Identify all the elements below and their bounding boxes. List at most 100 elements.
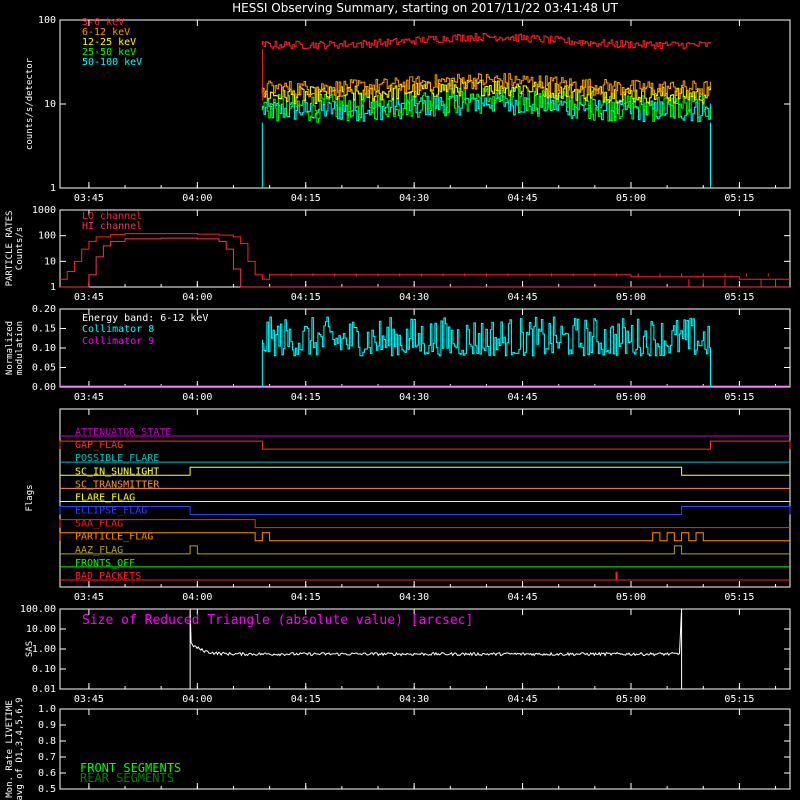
modulation-xtick-label: 05:15: [724, 392, 754, 403]
sas-ytick-label: 10.00: [26, 624, 56, 635]
count_rates-legend-entry: 25-50 keV: [82, 47, 136, 58]
sas-xtick-label: 05:15: [724, 694, 754, 705]
flags-label: FLARE_FLAG: [75, 492, 135, 503]
count_rates-series-3-6-kev: [261, 33, 711, 50]
flags-trace: [59, 532, 790, 542]
particle_rates-ylabel: Counts/s: [15, 227, 25, 270]
count_rates-series-6-12-kev: [261, 73, 711, 98]
plot-title: HESSI Observing Summary, starting on 201…: [232, 1, 618, 15]
flags-label: POSSIBLE_FLARE: [75, 453, 159, 464]
count_rates-legend-entry: 12-25 keV: [82, 37, 136, 48]
livetime-legend-entry: REAR SEGMENTS: [80, 771, 174, 785]
livetime-ytick-label: 0.5: [38, 784, 56, 795]
modulation-ylabel: Normalized: [5, 321, 15, 375]
modulation-legend-entry: Collimator 9: [82, 336, 154, 347]
particle_rates-legend-entry: HI channel: [82, 221, 142, 232]
flags-trace: [59, 519, 790, 529]
count_rates-legend-entry: 6-12 keV: [82, 27, 130, 38]
count_rates-ytick-label: 100: [38, 15, 56, 26]
livetime-ytick-label: 0.8: [38, 736, 56, 747]
flags-trace: [60, 466, 790, 476]
particle_rates-xtick-label: 04:15: [291, 292, 321, 303]
modulation-series-collimator-8: [261, 316, 711, 387]
sas-xtick-label: 04:45: [508, 694, 538, 705]
count_rates-series-12-25-kev: [261, 79, 711, 105]
particle_rates-ytick-label: 10: [44, 256, 56, 267]
count_rates-ylabel: counts/s/detector: [25, 57, 35, 150]
particle_rates-xtick-label: 04:00: [182, 292, 212, 303]
modulation-ytick-label: 0.20: [32, 304, 56, 315]
livetime-ylabel: avg of D1,3,4,5,6,9: [15, 698, 25, 800]
modulation-ytick-label: 0.10: [32, 343, 56, 354]
count_rates-panel: 03:45 04:00 04:15 04:30 04:45 05:00 05:15 1 10 10…: [25, 15, 791, 204]
modulation-ytick-label: 0.05: [32, 363, 56, 374]
particle_rates-xtick-label: 04:30: [399, 292, 429, 303]
livetime-ytick-label: 0.6: [38, 768, 56, 779]
flags-label: AAZ_FLAG: [75, 545, 123, 556]
sas-ylabel: SAS: [25, 641, 35, 657]
livetime-frame: [59, 708, 791, 790]
flags-trace: [59, 506, 791, 516]
flags-label: ATTENUATOR_STATE: [75, 427, 171, 438]
count_rates-legend-entry: 50-100 keV: [82, 57, 142, 68]
count_rates-xtick-label: 04:15: [291, 193, 321, 204]
livetime-panel: 0.5 0.6 0.7 0.8 0.9 1.0 Mon. Rate LIVETIME avg …: [5, 698, 791, 800]
livetime-ylabel: Mon. Rate LIVETIME: [5, 700, 15, 798]
particle_rates-ytick-label: 1: [50, 282, 56, 293]
flags-label: SAA_FLAG: [75, 519, 123, 530]
sas-xtick-label: 04:00: [182, 694, 212, 705]
modulation-xtick-label: 04:00: [182, 392, 212, 403]
flags-xtick-label: 05:15: [724, 592, 754, 603]
count_rates-xtick-label: 04:45: [508, 193, 538, 204]
flags-trace: [60, 545, 790, 555]
flags-xtick-label: 05:00: [616, 592, 646, 603]
flags-xtick-label: 04:30: [399, 592, 429, 603]
count_rates-xtick-label: 05:15: [724, 193, 754, 204]
particle_rates-series-1: [60, 237, 790, 288]
count_rates-ytick-label: 1: [50, 183, 56, 194]
particle_rates-xtick-label: 04:45: [508, 292, 538, 303]
sas-ytick-label: 0.01: [32, 684, 56, 695]
livetime-ytick-label: 0.7: [38, 752, 56, 763]
particle_rates-frame: [59, 209, 791, 288]
particle_rates-ytick-label: 1000: [32, 205, 56, 216]
flags-label: FRONTS_OFF: [75, 558, 135, 569]
flags-label: SC_TRANSMITTER: [75, 479, 160, 490]
particle_rates-ylabel: PARTICLE RATES: [5, 211, 15, 287]
flags-label: GAP_FLAG: [75, 440, 123, 451]
panels: 03:45 04:00 04:15 04:30 04:45 05:00 05:1511010…: [5, 15, 791, 800]
flags-frame: [59, 408, 791, 588]
flags-ylabel: Flags: [25, 484, 35, 511]
flags-label: BAD_PACKETS: [75, 571, 141, 582]
livetime-ytick-label: 0.9: [38, 720, 56, 731]
modulation-ytick-label: 0.15: [32, 324, 56, 335]
modulation-legend-entry: Collimator 8: [82, 324, 154, 335]
flags-label: ECLIPSE_FLAG: [75, 506, 147, 517]
flags-xtick-label: 03:45: [74, 592, 104, 603]
flags-panel: 03:45 04:00 04:15 04:30 04:45 05:00 05:15 Flags…: [25, 408, 791, 603]
flags-label: PARTICLE_FLAG: [75, 532, 153, 543]
particle_rates-series-0: [60, 233, 790, 280]
particle_rates-xtick-label: 05:00: [616, 292, 646, 303]
sas-series: [189, 608, 683, 689]
particle_rates-xtick-label: 05:15: [724, 292, 754, 303]
count_rates-legend-entry: 3-6 keV: [82, 17, 124, 28]
flags-xtick-label: 04:45: [508, 592, 538, 603]
particle_rates-ytick-label: 100: [38, 231, 56, 242]
count_rates-ytick-label: 10: [44, 99, 56, 110]
sas-panel: 03:45 04:00 04:15 04:30 04:45 05:00 05:15 0.01 0…: [20, 604, 791, 705]
livetime-legend-entry: FRONT SEGMENTS: [80, 761, 181, 775]
particle_rates-panel: 03:45 04:00 04:15 04:30 04:45 05:00 05:15 1 10 10…: [5, 205, 791, 303]
flags-xtick-label: 04:15: [291, 592, 321, 603]
sas-xtick-label: 04:30: [399, 694, 429, 705]
sas-annotation: Size of Reduced Triangle (absolute value…: [82, 613, 473, 628]
flags-trace: [59, 440, 791, 450]
particle_rates-legend-entry: LO channel: [82, 211, 142, 222]
modulation-xtick-label: 04:30: [399, 392, 429, 403]
sas-ytick-label: 0.10: [32, 664, 56, 675]
modulation-panel: 03:45 04:00 04:15 04:30 04:45 05:00 05:15 0.00 0…: [5, 304, 791, 403]
particle_rates-xtick-label: 03:45: [74, 292, 104, 303]
count_rates-xtick-label: 05:00: [616, 193, 646, 204]
sas-xtick-label: 05:00: [616, 694, 646, 705]
